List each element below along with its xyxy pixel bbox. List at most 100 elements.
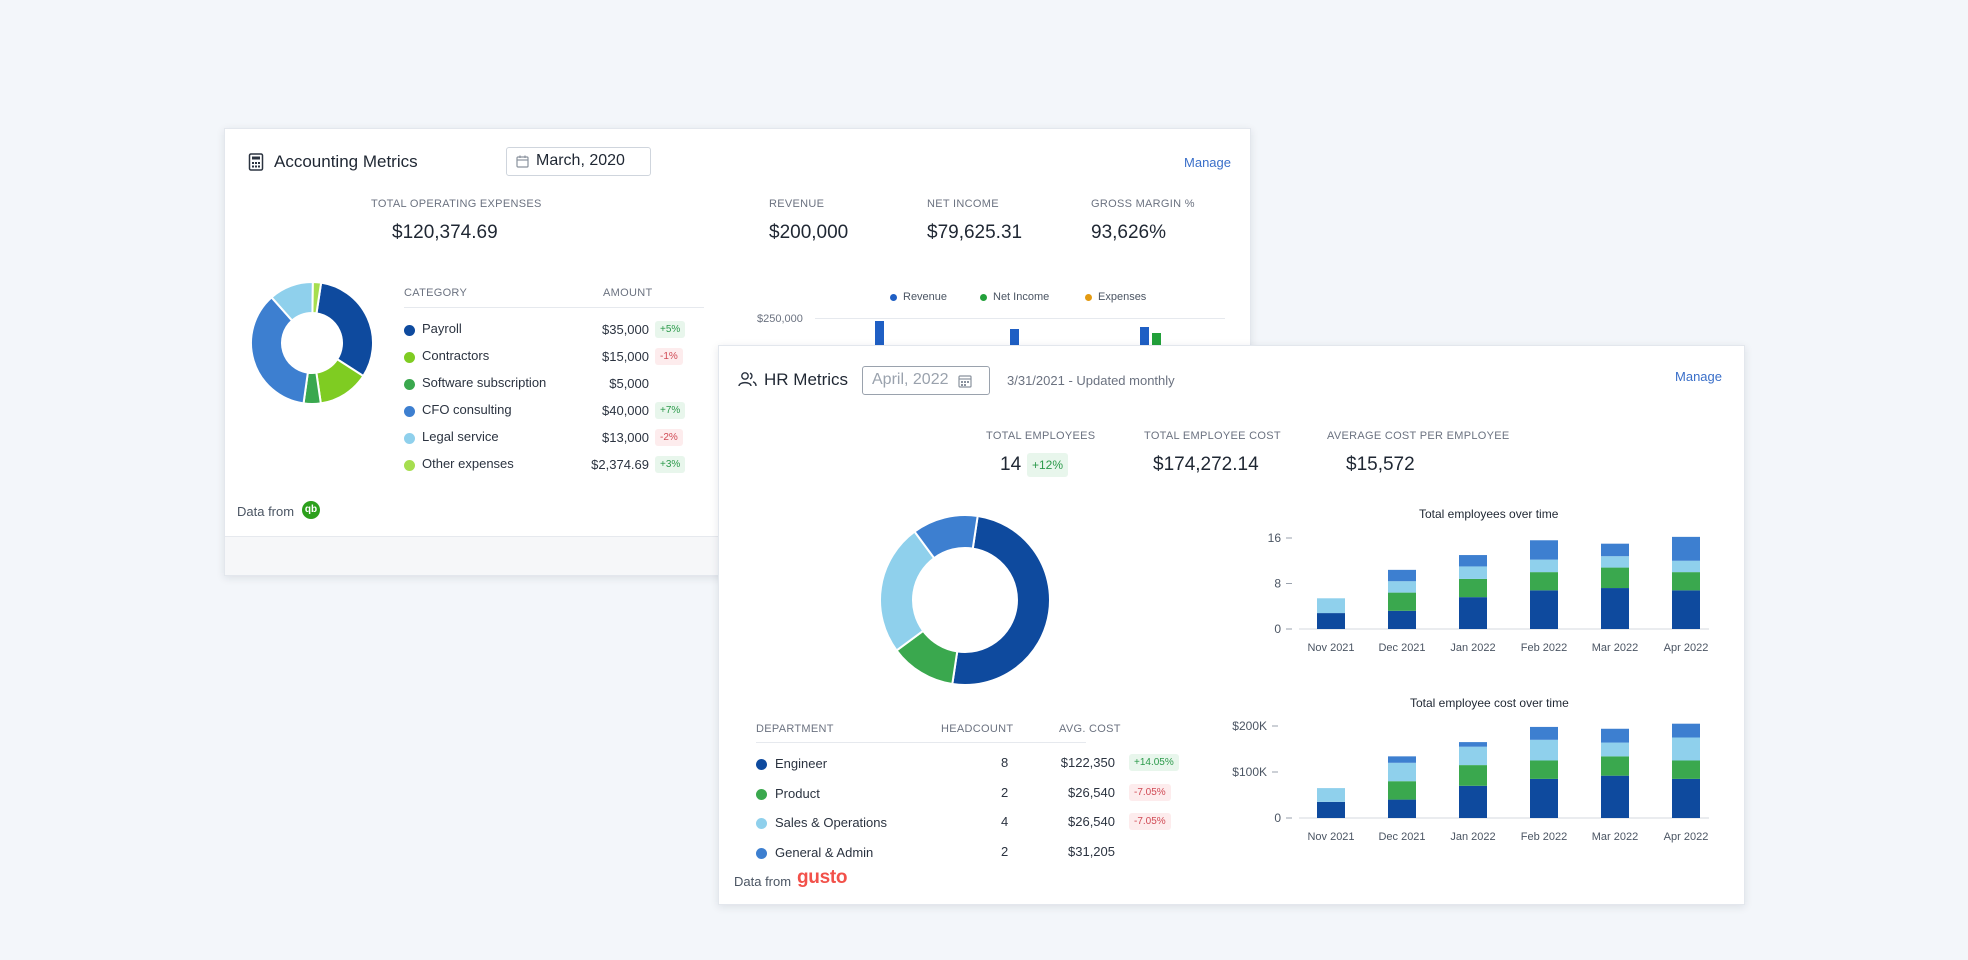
stacked-bar-segment: [1530, 726, 1558, 740]
total-employees-value: 14: [1000, 454, 1022, 475]
stacked-bar-segment: [1530, 590, 1558, 629]
category-color-dot: [404, 379, 415, 390]
net-income-value: $79,625.31: [927, 222, 1023, 243]
total-opex-value: $120,374.69: [392, 222, 498, 243]
donut-slice-other-expenses: [311, 281, 323, 315]
x-tick-label: Apr 2022: [1664, 642, 1709, 654]
stacked-bar-segment: [1459, 578, 1487, 598]
category-color-dot: [404, 352, 415, 363]
category-change-badge: +7%: [655, 402, 686, 419]
x-tick-label: Apr 2022: [1664, 831, 1709, 843]
department-color-dot: [756, 818, 767, 829]
stacked-bar-segment: [1601, 775, 1629, 818]
category-amount: $5,000: [609, 376, 649, 391]
category-change-badge: +3%: [655, 456, 686, 473]
stacked-bar-segment: [1459, 555, 1487, 567]
expenses-donut-chart: [250, 281, 374, 405]
category-color-dot: [404, 433, 415, 444]
donut-slice-cfo-consulting: [250, 295, 309, 405]
x-tick-label: Jan 2022: [1450, 831, 1495, 843]
department-headcount: 2: [1001, 843, 1009, 859]
legend-label: Expenses: [1098, 291, 1147, 303]
total-employee-cost-value: $174,272.14: [1153, 454, 1259, 475]
revenue-bar-net-income: [1152, 333, 1161, 349]
accounting-manage-link[interactable]: Manage: [1184, 155, 1231, 170]
stacked-bar-segment: [1601, 543, 1629, 557]
category-amount: $13,000: [602, 430, 649, 445]
accounting-data-source-label: Data from: [237, 504, 295, 519]
hr-data-source-label: Data from: [734, 874, 792, 889]
category-amount: $15,000: [602, 349, 649, 364]
revenue-value: $200,000: [769, 222, 849, 243]
accounting-title: Accounting Metrics: [274, 152, 418, 171]
department-headcount: 8: [1001, 755, 1009, 770]
stacked-bar-segment: [1459, 746, 1487, 766]
stacked-bar-segment: [1317, 598, 1345, 614]
x-tick-label: Mar 2022: [1592, 831, 1638, 843]
category-amount: $2,374.69: [591, 457, 649, 472]
headcount-header: HEADCOUNT: [941, 723, 1014, 735]
revenue-bar-chart: [875, 321, 1161, 349]
stacked-bar-segment: [1601, 728, 1629, 743]
category-header: CATEGORY: [404, 287, 468, 299]
stacked-bar-segment: [1530, 760, 1558, 779]
department-name: General & Admin: [775, 844, 874, 860]
legend-swatch: [980, 294, 987, 301]
department-color-dot: [756, 788, 767, 800]
department-name: Product: [775, 785, 820, 801]
department-avg-cost: $31,205: [1068, 843, 1115, 859]
stacked-bar-segment: [1388, 610, 1416, 629]
total-opex-label: TOTAL OPERATING EXPENSES: [371, 198, 542, 210]
department-avg-cost: $26,540: [1068, 784, 1115, 800]
stacked-bar-segment: [1530, 739, 1558, 761]
accounting-date-picker[interactable]: March, 2020: [506, 147, 651, 176]
stacked-bar-segment: [1672, 560, 1700, 573]
revenue-bar-revenue: [1010, 329, 1019, 349]
net-income-label: NET INCOME: [927, 198, 999, 210]
hr-date-picker[interactable]: April, 2022: [862, 366, 990, 395]
stacked-bar-segment: [1317, 613, 1345, 629]
accounting-date-value: March, 2020: [536, 152, 625, 169]
stacked-bar-segment: [1388, 592, 1416, 611]
category-color-dot: [404, 406, 415, 417]
stacked-bar-segment: [1672, 536, 1700, 561]
department-name: Engineer: [775, 756, 828, 771]
category-name: Legal service: [422, 429, 499, 444]
department-color-dot: [756, 847, 767, 859]
stacked-bar-segment: [1672, 723, 1700, 738]
total-employees-label: TOTAL EMPLOYEES: [986, 430, 1096, 442]
category-name: Other expenses: [422, 456, 514, 471]
employees-chart-title: Total employees over time: [1419, 507, 1559, 521]
revenue-label: REVENUE: [769, 198, 825, 210]
department-change-badge: -7.05%: [1129, 813, 1171, 830]
calculator-icon: [248, 153, 264, 171]
stacked-bar-segment: [1388, 569, 1416, 582]
category-color-dot: [404, 460, 415, 471]
gross-margin-label: GROSS MARGIN %: [1091, 198, 1195, 210]
hr-date-value: April, 2022: [872, 371, 949, 388]
x-tick-label: Dec 2021: [1378, 642, 1425, 654]
category-change-badge: -2%: [655, 429, 683, 446]
stacked-bar-segment: [1317, 801, 1345, 818]
legend-label: Net Income: [993, 291, 1050, 303]
employees-over-time-chart: 0 8 16 Nov 2021 Dec 2021 Jan 2022 Feb 2022 Mar …: [1268, 531, 1709, 654]
donut-slice-engineer: [951, 514, 1051, 686]
stacked-bar-segment: [1459, 765, 1487, 786]
stacked-bar-segment: [1459, 566, 1487, 579]
hr-manage-link[interactable]: Manage: [1675, 369, 1722, 384]
gross-margin-value: 93,626%: [1091, 222, 1167, 243]
stacked-bar-segment: [1459, 597, 1487, 629]
people-icon: [738, 372, 757, 387]
avg-cost-label: AVERAGE COST PER EMPLOYEE: [1327, 430, 1510, 442]
category-name: Contractors: [422, 348, 490, 363]
stacked-bar-segment: [1601, 742, 1629, 757]
stacked-bar-segment: [1601, 756, 1629, 776]
donut-slice-general-admin: [913, 514, 979, 560]
stacked-bar-segment: [1459, 742, 1487, 747]
stacked-bar-segment: [1672, 590, 1700, 629]
cost-over-time-chart: 0 $100K $200K Nov 2021 Dec 2021 Jan 2022 Feb 2…: [1232, 719, 1709, 843]
department-avg-cost: $122,350: [1060, 755, 1115, 770]
y-tick-label: 16: [1268, 531, 1282, 545]
department-color-dot: [756, 759, 767, 770]
x-tick-label: Nov 2021: [1307, 642, 1354, 654]
